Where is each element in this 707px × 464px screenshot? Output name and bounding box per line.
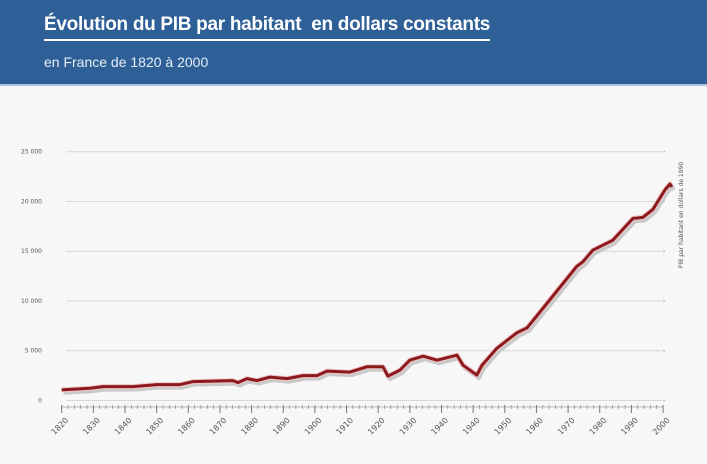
chart-title: Évolution du PIB par habitant en dollars… bbox=[44, 14, 490, 41]
x-tick-label: 1890 bbox=[271, 416, 292, 437]
x-tick-label: 1900 bbox=[303, 416, 324, 437]
right-tick bbox=[663, 300, 665, 302]
x-tick-label: 1850 bbox=[145, 416, 166, 437]
x-tick-label: 1940 bbox=[461, 416, 482, 437]
x-tick-label: 1870 bbox=[208, 416, 229, 437]
y-tick-label: 15 000 bbox=[21, 248, 42, 255]
x-tick-label: 1820 bbox=[50, 416, 71, 437]
right-tick bbox=[663, 349, 665, 352]
y-tick-label: 10 000 bbox=[21, 298, 42, 305]
right-tick bbox=[663, 150, 665, 153]
chart-header: Évolution du PIB par habitant en dollars… bbox=[0, 0, 707, 86]
y-tick-label: 0 bbox=[38, 398, 42, 405]
x-tick-label: 1910 bbox=[334, 416, 355, 437]
x-tick-label: 1980 bbox=[588, 416, 609, 437]
x-tick-label: 1940 bbox=[429, 416, 450, 437]
chart-subtitle: en France de 1820 à 2000 bbox=[44, 54, 209, 70]
line-shadow bbox=[63, 185, 676, 395]
x-tick-label: 1840 bbox=[113, 416, 134, 437]
y-axis-title: PIB par habitant en dollars de 1990 bbox=[678, 162, 685, 269]
x-tick-label: 1860 bbox=[176, 416, 197, 437]
right-tick bbox=[663, 250, 665, 253]
x-tick-label: 1970 bbox=[556, 416, 577, 437]
x-tick-label: 1880 bbox=[239, 416, 260, 437]
y-tick-label: 20 000 bbox=[21, 198, 42, 205]
x-tick-label: 1830 bbox=[81, 416, 102, 437]
x-tick-label: 1990 bbox=[619, 416, 640, 437]
line-halo bbox=[61, 181, 675, 393]
x-tick-label: 1920 bbox=[366, 416, 387, 437]
x-tick-label: 1960 bbox=[524, 416, 545, 437]
x-tick-label: 1930 bbox=[398, 416, 419, 437]
y-tick-label: 25 000 bbox=[21, 149, 42, 156]
series-line bbox=[61, 182, 674, 392]
x-tick-label: 1950 bbox=[493, 416, 514, 437]
right-tick bbox=[663, 399, 665, 402]
x-tick-label: 2000 bbox=[651, 416, 672, 437]
y-tick-label: 5 000 bbox=[25, 348, 42, 355]
